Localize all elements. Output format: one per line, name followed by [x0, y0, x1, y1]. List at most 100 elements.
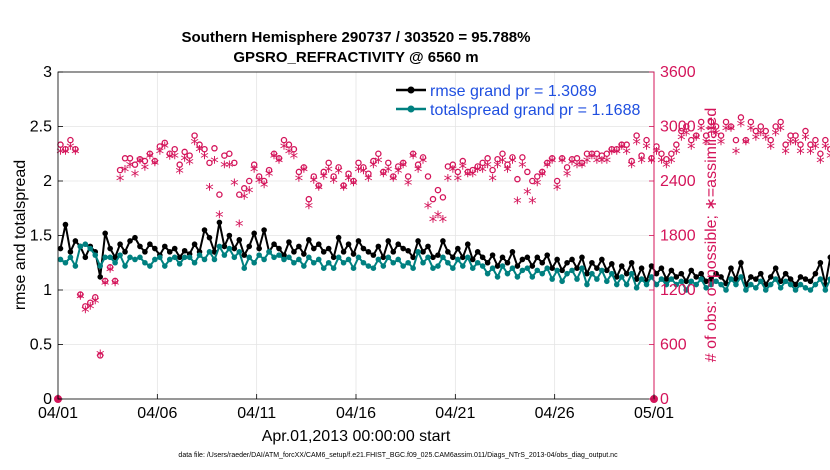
series-point: [474, 259, 481, 266]
obs-assimilated-point: *: [617, 140, 626, 160]
obs-assimilated-point: *: [488, 172, 497, 192]
obs-assimilated-point: *: [791, 135, 800, 155]
series-point: [306, 237, 312, 243]
series-point: [350, 265, 357, 272]
obs-possible-point: [678, 127, 685, 135]
series-point: [509, 249, 516, 255]
series-point: [306, 254, 312, 261]
series-point: [638, 265, 645, 272]
obs-assimilated-point: *: [811, 140, 820, 160]
plot-area: ****************************************…: [30, 64, 830, 422]
obs-assimilated-point: *: [632, 135, 641, 155]
obs-assimilated-point: *: [647, 153, 656, 173]
y-tick-label-right: 0: [660, 391, 669, 408]
obs-assimilated-point: *: [329, 173, 338, 193]
series-point: [455, 256, 461, 263]
obs-assimilated-point: *: [821, 140, 830, 160]
series-point: [733, 281, 739, 288]
obs-assimilated-point: *: [61, 144, 70, 164]
series-point: [767, 274, 774, 280]
obs-possible-point: [186, 152, 193, 159]
y-tick-label-left: 2.5: [30, 119, 52, 136]
series-point: [772, 265, 779, 272]
series-point: [678, 278, 685, 285]
obs-assimilated-point: *: [399, 158, 408, 178]
obs-assimilated-point: *: [459, 160, 468, 180]
obs-assimilated-point: *: [657, 153, 666, 173]
series-point: [425, 254, 431, 261]
series-point: [226, 245, 233, 252]
series-point: [623, 270, 630, 277]
obs-assimilated-point: *: [315, 181, 324, 201]
series-point: [479, 263, 486, 269]
obs-assimilated-point: *: [175, 164, 184, 184]
series-point: [251, 230, 257, 237]
series-point: [723, 287, 729, 293]
obs-assimilated-point: *: [121, 162, 130, 182]
series-point: [668, 276, 675, 282]
obs-possible-point: [668, 150, 675, 157]
series-point: [777, 285, 784, 291]
series-point: [370, 265, 377, 272]
series-point: [708, 276, 714, 282]
obs-possible-point: [767, 136, 774, 144]
obs-possible-point: [360, 164, 367, 171]
obs-possible-point: [702, 132, 710, 139]
obs-assimilated-point: *: [742, 135, 751, 155]
obs-assimilated-point: *: [518, 158, 527, 178]
obs-assimilated-point: *: [166, 150, 175, 170]
obs-possible-point: [603, 150, 611, 157]
series-point: [539, 270, 546, 277]
series-point: [827, 254, 830, 261]
series-point: [509, 265, 516, 272]
obs-assimilated-point: *: [339, 181, 348, 201]
obs-possible-point: [484, 155, 491, 162]
obs-assimilated-point: *: [280, 140, 289, 160]
obs-possible-point: [747, 118, 755, 126]
obs-possible-point: [782, 141, 789, 148]
series-point: [469, 265, 476, 272]
series-point: [251, 259, 257, 266]
series-point: [772, 276, 779, 282]
series-point: [320, 265, 327, 272]
obs-possible-point: [757, 123, 765, 130]
obs-assimilated-point: *: [786, 135, 795, 155]
series-point: [181, 247, 188, 254]
obs-assimilated-point: *: [523, 185, 532, 205]
obs-assimilated-point: *: [508, 153, 517, 173]
obs-assimilated-point: *: [642, 140, 651, 160]
series-point: [504, 259, 511, 266]
obs-assimilated-point: *: [260, 178, 269, 198]
obs-assimilated-point: *: [593, 153, 602, 173]
obs-assimilated-point: *: [106, 262, 115, 282]
series-point: [166, 249, 173, 255]
obs-possible-point: [385, 159, 392, 167]
series-point: [767, 281, 774, 288]
obs-possible-point: [534, 173, 541, 180]
obs-assimilated-point: *: [667, 153, 676, 173]
legend-label-totalspread: totalspread grand pr = 1.1688: [430, 102, 640, 119]
obs-assimilated-point: *: [578, 158, 587, 178]
obs-possible-point: [295, 168, 303, 176]
obs-assimilated-point: *: [116, 172, 125, 192]
obs-assimilated-point: *: [478, 162, 487, 182]
obs-assimilated-point: *: [806, 144, 815, 164]
series-totalspread: [57, 241, 830, 293]
series-point: [445, 259, 451, 266]
obs-assimilated-point: *: [672, 144, 681, 164]
series-point: [757, 278, 764, 285]
series-point: [171, 245, 178, 252]
obs-assimilated-point: *: [608, 144, 617, 164]
obs-possible-point: [439, 194, 447, 201]
obs-possible-point: [355, 159, 362, 167]
obs-possible-point: [742, 136, 750, 144]
obs-possible-point: [697, 118, 705, 126]
series-point: [762, 287, 769, 293]
series-point: [514, 274, 521, 280]
obs-assimilated-point: *: [111, 276, 120, 296]
obs-possible-point: [404, 173, 412, 180]
series-point: [395, 241, 402, 248]
series-point: [410, 265, 416, 272]
obs-possible-point: [707, 118, 715, 126]
series-point: [489, 252, 496, 258]
